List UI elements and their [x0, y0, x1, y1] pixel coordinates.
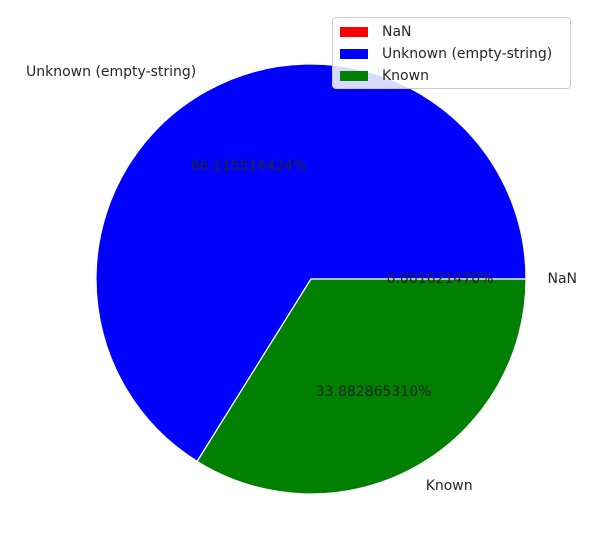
legend-swatch-known [340, 71, 368, 81]
legend-label-nan: NaN [382, 24, 412, 40]
legend-label-known: Known [382, 68, 429, 84]
pie-wedges [95, 63, 527, 495]
slice-percent-known: 33.882865310% [316, 384, 432, 400]
legend-swatch-nan [340, 27, 368, 37]
slice-label-nan: NaN [548, 271, 578, 287]
legend-item-unknown: Unknown (empty-string) [340, 43, 562, 65]
legend-swatch-unknown [340, 49, 368, 59]
legend-item-known: Known [340, 65, 562, 87]
slice-percent-nan: 0.001621470% [387, 271, 494, 287]
pie-slice-unknown-empty-string [95, 63, 527, 462]
slice-label-known: Known [426, 478, 473, 494]
legend: NaN Unknown (empty-string) Known [332, 17, 571, 89]
legend-item-nan: NaN [340, 21, 562, 43]
legend-label-unknown: Unknown (empty-string) [382, 46, 553, 62]
pie-labels: NaN 0.001621470% Unknown (empty-string) 66.… [26, 64, 577, 494]
slice-percent-unknown-empty-string: 66.115516424% [191, 158, 307, 174]
slice-label-unknown-empty-string: Unknown (empty-string) [26, 64, 196, 80]
pie-slice-known [196, 278, 527, 495]
